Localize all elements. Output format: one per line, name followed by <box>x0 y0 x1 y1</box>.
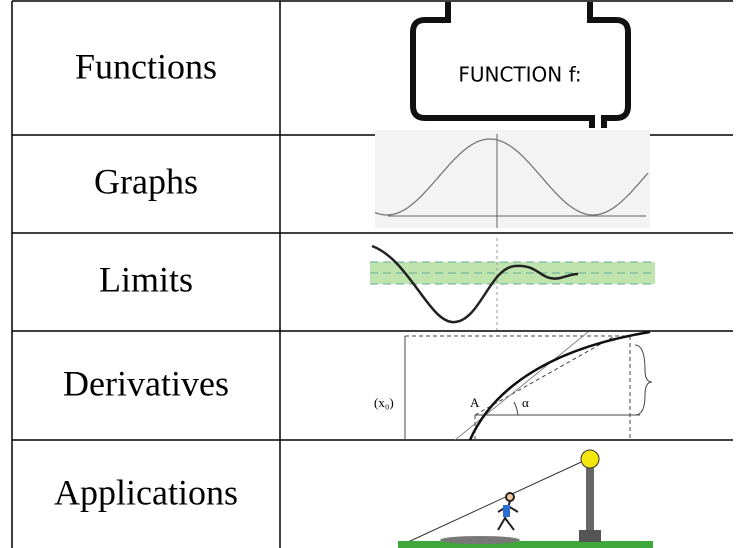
row-label: Derivatives <box>63 363 229 403</box>
derivative-image: (x₀) A α <box>374 332 652 440</box>
row-label: Functions <box>75 46 217 86</box>
image-text: (x₀) <box>374 395 394 410</box>
graph-image <box>375 130 650 228</box>
table: Functions Graphs Limits Derivatives Appl… <box>0 0 738 548</box>
limits-image <box>370 238 655 330</box>
image-text: FUNCTION f: <box>458 63 581 87</box>
row-label: Applications <box>54 472 238 512</box>
function-image: FUNCTION f: <box>378 2 650 133</box>
row-label: Graphs <box>94 161 198 201</box>
image-text: α <box>522 395 529 410</box>
row-label: Limits <box>99 259 193 299</box>
image-text: A <box>470 395 480 410</box>
application-image <box>398 450 653 548</box>
